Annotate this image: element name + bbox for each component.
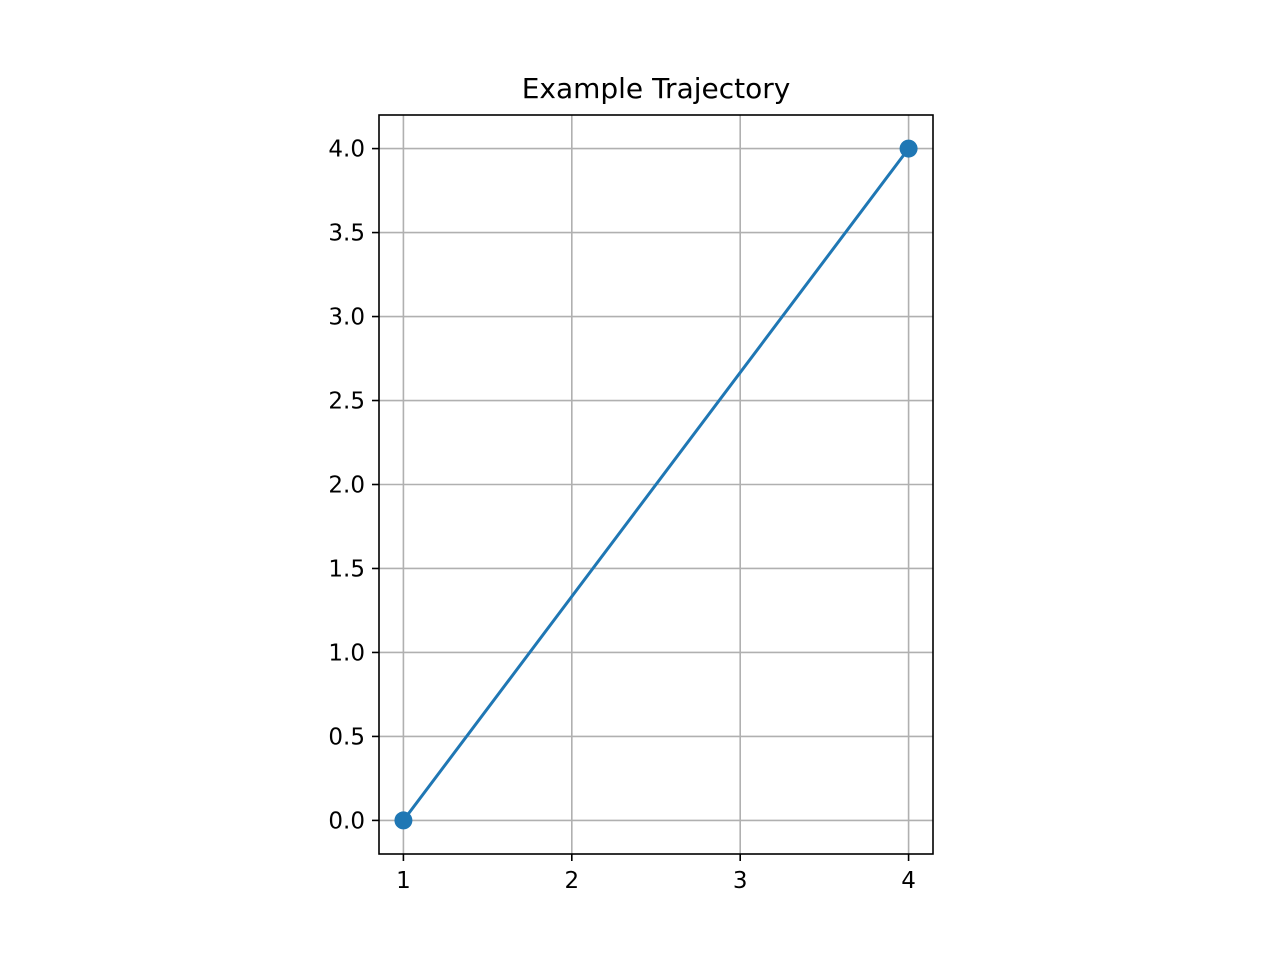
x-tick-label: 2 [564, 868, 579, 894]
series-layer [394, 139, 918, 830]
series-line [401, 146, 911, 823]
y-tick-label: 1.0 [328, 640, 365, 666]
chart-title: Example Trajectory [522, 72, 791, 105]
x-tick-label: 4 [901, 868, 916, 894]
grid [379, 115, 933, 854]
data-point [899, 139, 918, 158]
x-tick-label: 3 [733, 868, 748, 894]
y-tick-label: 4.0 [328, 137, 365, 163]
y-tick-label: 2.0 [328, 473, 365, 499]
data-point [394, 811, 413, 830]
y-tick-label: 1.5 [328, 556, 365, 582]
y-tick-label: 3.0 [328, 305, 365, 331]
ticks: 1 2 3 4 0.0 0.5 1.0 1.5 2.0 2.5 3.0 3.5 4.0 [328, 137, 915, 894]
y-tick-label: 0.5 [328, 724, 365, 750]
y-tick-label: 3.5 [328, 221, 365, 247]
y-tick-label: 2.5 [328, 389, 365, 415]
x-tick-label: 1 [396, 868, 411, 894]
y-tick-label: 0.0 [328, 808, 365, 834]
